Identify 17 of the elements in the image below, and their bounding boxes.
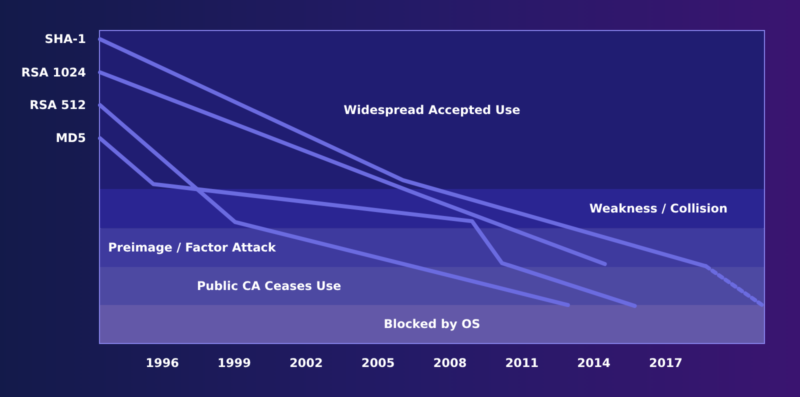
x-tick-label: 2017 <box>649 356 682 370</box>
band-label: Weakness / Collision <box>589 202 728 216</box>
x-tick-label: 2011 <box>505 356 539 370</box>
band-label: Public CA Ceases Use <box>196 279 342 294</box>
x-tick-label: 1999 <box>218 356 251 370</box>
x-tick-label: 2008 <box>433 356 467 370</box>
series-label: MD5 <box>56 131 86 146</box>
series-label: RSA 1024 <box>21 65 86 80</box>
x-tick-label: 2005 <box>361 356 395 370</box>
x-tick-label: 2014 <box>577 356 611 370</box>
band-label: Widespread Accepted Use <box>344 102 520 117</box>
x-tick-label: 1996 <box>146 356 180 370</box>
series-label: SHA-1 <box>44 32 86 46</box>
band-label: Blocked by OS <box>384 317 480 332</box>
band-label: Preimage / Factor Attack <box>108 240 277 255</box>
series-label: RSA 512 <box>30 98 86 112</box>
x-tick-label: 2002 <box>289 356 323 370</box>
